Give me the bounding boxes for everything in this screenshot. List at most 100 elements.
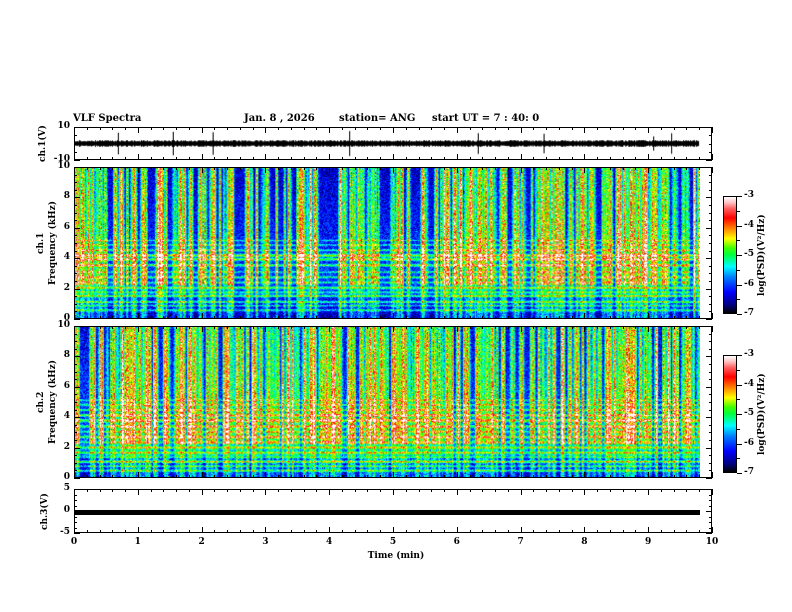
x-tick — [239, 489, 241, 492]
x-tick — [533, 326, 535, 329]
x-tick — [393, 154, 394, 160]
y-tick — [709, 174, 712, 176]
y-tick — [709, 379, 712, 381]
x-tick — [699, 127, 701, 130]
x-tick — [176, 475, 178, 478]
x-tick — [520, 154, 522, 160]
x-tick — [188, 157, 190, 160]
x-tick — [482, 316, 484, 319]
y-tick — [709, 522, 712, 523]
x-tick — [597, 475, 599, 478]
x-tick — [341, 316, 343, 319]
x-tick — [265, 326, 267, 332]
x-tick — [380, 167, 382, 170]
x-tick — [584, 527, 586, 533]
x-tick — [214, 157, 216, 160]
x-tick — [137, 489, 139, 495]
y-tick — [74, 462, 77, 464]
x-tick — [188, 326, 190, 329]
x-tick — [584, 472, 586, 478]
y-tick — [709, 182, 712, 184]
x-tick — [214, 316, 216, 319]
x-tick — [444, 475, 446, 478]
y-tick-label-6: 6 — [63, 380, 70, 391]
y-tick — [709, 494, 712, 496]
x-tick — [571, 316, 573, 319]
ch2-spectrogram-channel-caption: ch.2 — [36, 391, 46, 413]
x-tick — [712, 489, 713, 495]
colorbar-tick-label-neg4: -4 — [744, 378, 754, 389]
x-tick — [597, 157, 599, 160]
x-tick — [558, 127, 560, 130]
colorbar-ch2-caption: log(PSD)(V²/Hz) — [757, 373, 767, 455]
x-tick — [329, 489, 331, 495]
x-tick — [393, 489, 394, 495]
y-tick — [709, 462, 712, 464]
x-tick-label-8: 8 — [581, 537, 588, 547]
x-tick — [137, 527, 139, 533]
x-tick — [571, 475, 573, 478]
x-tick — [112, 475, 114, 478]
y-tick — [709, 371, 712, 373]
x-tick — [558, 475, 560, 478]
colorbar-tick — [737, 399, 740, 401]
x-tick — [99, 530, 101, 533]
y-tick — [74, 341, 77, 343]
x-tick — [546, 326, 548, 329]
x-tick — [214, 326, 216, 329]
x-tick — [533, 489, 535, 492]
y-tick — [706, 167, 712, 168]
x-tick — [163, 167, 165, 170]
x-tick — [533, 127, 535, 130]
station-label: station= ANG — [339, 113, 416, 124]
ch1-waveform-trace — [75, 128, 711, 159]
x-tick — [316, 127, 318, 130]
y-tick — [74, 326, 80, 327]
x-tick — [176, 157, 178, 160]
y-tick — [74, 511, 80, 512]
y-tick — [74, 319, 80, 320]
colorbar-tick-label-neg3: -3 — [744, 349, 754, 359]
x-tick — [74, 154, 75, 160]
x-tick — [482, 475, 484, 478]
y-tick — [706, 258, 712, 260]
y-tick — [709, 394, 712, 396]
x-tick — [380, 475, 382, 478]
y-tick — [74, 409, 77, 411]
colorbar-tick — [737, 473, 742, 474]
x-tick — [252, 489, 254, 492]
x-tick — [265, 154, 267, 160]
x-tick — [227, 326, 229, 329]
x-tick — [176, 530, 178, 533]
x-tick — [686, 316, 688, 319]
y-tick-label-0: 0 — [63, 472, 70, 482]
y-tick-label-2: 2 — [63, 441, 70, 452]
x-tick — [431, 167, 433, 170]
x-tick — [622, 475, 624, 478]
y-tick — [709, 341, 712, 343]
x-tick — [278, 127, 280, 130]
y-tick — [709, 516, 712, 518]
y-tick — [709, 432, 712, 434]
y-tick — [709, 151, 712, 153]
x-tick — [252, 326, 254, 329]
x-tick — [227, 127, 229, 130]
x-tick — [137, 127, 139, 133]
x-tick — [660, 530, 662, 533]
x-tick — [405, 530, 407, 533]
x-tick — [444, 530, 446, 533]
x-tick — [469, 316, 471, 319]
x-tick — [290, 475, 292, 478]
x-tick — [648, 127, 650, 133]
y-tick — [74, 379, 77, 381]
x-tick — [201, 313, 203, 319]
x-tick — [558, 167, 560, 170]
x-tick — [354, 167, 356, 170]
x-tick — [622, 326, 624, 329]
x-tick — [239, 127, 241, 130]
x-tick — [609, 157, 611, 160]
x-tick — [201, 167, 203, 173]
x-tick — [380, 530, 382, 533]
colorbar-tick-label-neg3: -3 — [744, 190, 754, 200]
x-tick — [418, 475, 420, 478]
